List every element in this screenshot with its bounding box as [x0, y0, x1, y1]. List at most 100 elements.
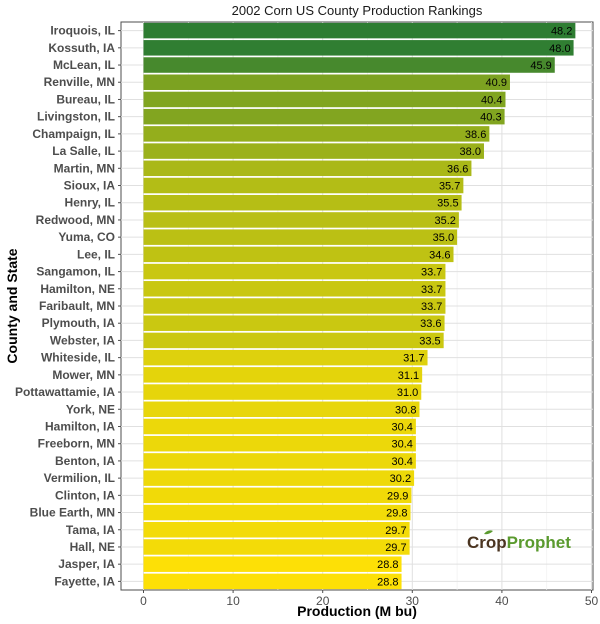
value-label: 28.8	[377, 576, 398, 588]
bar	[143, 91, 506, 108]
value-label: 48.2	[551, 26, 572, 38]
bar	[143, 263, 446, 280]
bar	[143, 246, 454, 263]
value-label: 35.7	[439, 181, 460, 193]
x-tick-label: 10	[226, 594, 240, 608]
bar	[143, 487, 412, 504]
cropprophet-logo: CropProphet	[467, 530, 571, 552]
value-label: 48.0	[549, 43, 570, 55]
value-label: 40.3	[480, 112, 501, 124]
y-tick-label: Tama, IA	[66, 523, 115, 537]
bar	[143, 212, 459, 228]
y-tick-label: Sioux, IA	[64, 179, 116, 193]
y-tick-label: Fayette, IA	[54, 574, 115, 588]
y-tick-label: Clinton, IA	[55, 488, 115, 502]
x-axis-ticks: 0 10 20 30 40 50	[140, 590, 598, 608]
y-tick-label: Benton, IA	[55, 454, 115, 468]
bar	[143, 194, 462, 211]
bar	[143, 298, 446, 314]
bar	[143, 177, 464, 194]
value-label: 40.9	[486, 77, 507, 89]
y-tick-label: Livingston, IL	[37, 110, 115, 124]
value-labels: 48.2 48.0 45.9 40.9 40.4 40.3 38.6 38.0 36.6 35.7…	[377, 26, 572, 589]
logo-text-prophet: Prophet	[507, 533, 572, 552]
bar	[143, 573, 402, 590]
value-label: 35.2	[434, 215, 455, 227]
bar	[143, 143, 484, 159]
y-tick-label: Iroquois, IL	[50, 24, 115, 38]
bar	[143, 435, 416, 452]
bar	[143, 384, 422, 400]
value-label: 33.7	[421, 267, 442, 279]
y-tick-label: Plymouth, IA	[42, 316, 116, 330]
value-label: 30.8	[395, 404, 416, 416]
x-tick-label: 0	[140, 594, 147, 608]
x-axis-title: Production (M bu)	[297, 603, 417, 619]
value-label: 31.0	[397, 387, 418, 399]
bar	[143, 281, 446, 297]
value-label: 38.6	[465, 129, 486, 141]
value-label: 40.4	[481, 94, 502, 106]
y-tick-label: Pottawattamie, IA	[15, 385, 115, 399]
y-tick-label: Blue Earth, MN	[30, 506, 115, 520]
y-tick-label: Bureau, IL	[56, 92, 115, 106]
value-label: 30.4	[391, 439, 412, 451]
leaf-icon	[484, 530, 493, 535]
y-tick-label: Henry, IL	[65, 196, 115, 210]
value-label: 29.8	[386, 508, 407, 520]
value-label: 31.1	[398, 370, 419, 382]
x-tick-label: 20	[316, 594, 330, 608]
y-axis-ticks: Iroquois, IL Kossuth, IA McLean, IL Renvill…	[15, 24, 121, 588]
y-tick-label: Vermilion, IL	[44, 471, 115, 485]
bar	[143, 315, 445, 331]
bar	[143, 539, 410, 555]
bar	[143, 108, 505, 125]
y-tick-label: Redwood, MN	[36, 213, 115, 227]
bars	[143, 22, 576, 590]
y-tick-label: Yuma, CO	[58, 230, 115, 244]
bar	[143, 160, 472, 177]
bar	[143, 22, 576, 39]
y-tick-label: Kossuth, IA	[48, 41, 115, 55]
value-label: 29.7	[385, 525, 406, 537]
value-label: 31.7	[403, 353, 424, 365]
bar	[143, 229, 458, 245]
logo-text-crop: Crop	[467, 533, 507, 552]
value-label: 45.9	[530, 60, 551, 72]
value-label: 33.5	[419, 335, 440, 347]
value-label: 29.7	[385, 542, 406, 554]
x-tick-label: 30	[406, 594, 420, 608]
y-tick-label: La Salle, IL	[52, 144, 115, 158]
bar	[143, 418, 416, 435]
value-label: 30.4	[391, 456, 412, 468]
y-tick-label: Hamilton, NE	[40, 282, 115, 296]
bar	[143, 40, 574, 56]
bar	[143, 332, 444, 349]
bar	[143, 401, 420, 418]
value-label: 35.0	[433, 232, 454, 244]
x-tick-label: 40	[495, 594, 509, 608]
bar	[143, 126, 490, 142]
value-label: 33.7	[421, 301, 442, 313]
y-tick-label: Renville, MN	[44, 75, 115, 89]
y-tick-label: Hall, NE	[70, 540, 115, 554]
value-label: 38.0	[460, 146, 481, 158]
bar	[143, 556, 402, 572]
y-tick-label: Champaign, IL	[32, 127, 115, 141]
y-tick-label: Hamilton, IA	[45, 419, 115, 433]
y-tick-label: Freeborn, MN	[38, 437, 115, 451]
bar	[143, 367, 423, 383]
bar	[143, 74, 510, 90]
bar	[143, 504, 411, 521]
y-tick-label: Sangamon, IL	[36, 265, 115, 279]
y-tick-label: Martin, MN	[54, 161, 115, 175]
value-label: 35.5	[437, 198, 458, 210]
value-label: 30.4	[391, 421, 412, 433]
y-tick-label: Faribault, MN	[39, 299, 115, 313]
x-tick-label: 50	[585, 594, 599, 608]
y-axis-title: County and State	[4, 248, 20, 363]
svg-text:CropProphet: CropProphet	[467, 533, 571, 552]
chart-title: 2002 Corn US County Production Rankings	[232, 3, 483, 18]
value-label: 34.6	[429, 249, 450, 261]
